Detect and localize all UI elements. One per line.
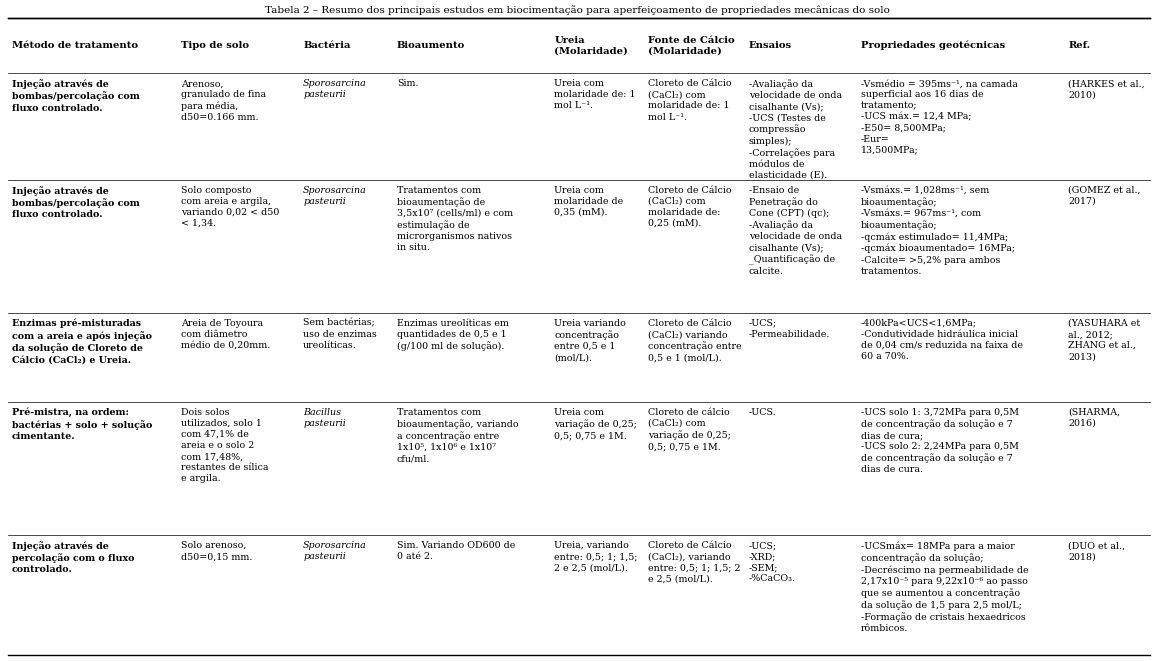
- Text: -UCS solo 1: 3,72MPa para 0,5M
de concentração da solução e 7
dias de cura;
-UCS: -UCS solo 1: 3,72MPa para 0,5M de concen…: [861, 408, 1019, 475]
- Text: Método de tratamento: Método de tratamento: [12, 41, 138, 50]
- Text: Tratamentos com
bioaumentação, variando
a concentração entre
1x10⁵, 1x10⁶ e 1x10: Tratamentos com bioaumentação, variando …: [397, 408, 518, 463]
- Text: Cloreto de Cálcio
(CaCl₂), variando
entre: 0,5; 1; 1,5; 2
e 2,5 (mol/L).: Cloreto de Cálcio (CaCl₂), variando entr…: [649, 541, 741, 584]
- Text: Areia de Toyoura
com diâmetro
médio de 0,20mm.: Areia de Toyoura com diâmetro médio de 0…: [181, 319, 270, 350]
- Text: Ureia com
variação de 0,25;
0,5; 0,75 e 1M.: Ureia com variação de 0,25; 0,5; 0,75 e …: [554, 408, 637, 440]
- Text: Bioaumento: Bioaumento: [397, 41, 465, 50]
- Text: Cloreto de Cálcio
(CaCl₂) com
molaridade de: 1
mol L⁻¹.: Cloreto de Cálcio (CaCl₂) com molaridade…: [649, 79, 732, 122]
- Text: -Avaliação da
velocidade de onda
cisalhante (Vs);
-UCS (Testes de
compressão
sim: -Avaliação da velocidade de onda cisalha…: [749, 79, 841, 180]
- Text: (SHARMA,
2016): (SHARMA, 2016): [1069, 408, 1121, 428]
- Text: -Vsmédio = 395ms⁻¹, na camada
superficial aos 16 dias de
tratamento;
-UCS máx.= : -Vsmédio = 395ms⁻¹, na camada superficia…: [861, 79, 1018, 155]
- Text: Propriedades geotécnicas: Propriedades geotécnicas: [861, 41, 1005, 50]
- Text: Cloreto de Cálcio
(CaCl₂) com
molaridade de:
0,25 (mM).: Cloreto de Cálcio (CaCl₂) com molaridade…: [649, 186, 732, 228]
- Text: Tabela 2 – Resumo dos principais estudos em biocimentação para aperfeiçoamento d: Tabela 2 – Resumo dos principais estudos…: [264, 5, 890, 15]
- Text: -UCSmáx= 18MPa para a maior
concentração da solução;
-Decréscimo na permeabilida: -UCSmáx= 18MPa para a maior concentração…: [861, 541, 1028, 633]
- Text: -UCS;
-Permeabilidade.: -UCS; -Permeabilidade.: [749, 319, 830, 339]
- Text: Cloreto de cálcio
(CaCl₂) com
variação de 0,25;
0,5; 0,75 e 1M.: Cloreto de cálcio (CaCl₂) com variação d…: [649, 408, 730, 451]
- Text: Fonte de Cálcio
(Molaridade): Fonte de Cálcio (Molaridade): [649, 36, 735, 56]
- Text: Ureia variando
concentração
entre 0,5 e 1
(mol/L).: Ureia variando concentração entre 0,5 e …: [554, 319, 627, 362]
- Text: Sem bactérias;
uso de enzimas
ureolíticas.: Sem bactérias; uso de enzimas ureolítica…: [304, 319, 377, 350]
- Text: Injeção através de
bombas/percolação com
fluxo controlado.: Injeção através de bombas/percolação com…: [12, 79, 140, 112]
- Text: Ensaios: Ensaios: [749, 41, 792, 50]
- Text: Sim.: Sim.: [397, 79, 419, 88]
- Text: Sim. Variando OD600 de
0 até 2.: Sim. Variando OD600 de 0 até 2.: [397, 541, 515, 561]
- Text: (YASUHARA et
al., 2012;
ZHANG et al.,
2013): (YASUHARA et al., 2012; ZHANG et al., 20…: [1069, 319, 1140, 361]
- Text: Pré-mistra, na ordem:
bactérias + solo + solução
cimentante.: Pré-mistra, na ordem: bactérias + solo +…: [12, 408, 152, 441]
- Text: (GOMEZ et al.,
2017): (GOMEZ et al., 2017): [1069, 186, 1141, 206]
- Text: -400kPa<UCS<1,6MPa;
-Condutividade hidráulica inicial
de 0,04 cm/s reduzida na f: -400kPa<UCS<1,6MPa; -Condutividade hidrá…: [861, 319, 1022, 361]
- Text: Bacillus
pasteurii: Bacillus pasteurii: [304, 408, 346, 428]
- Text: (HARKES et al.,
2010): (HARKES et al., 2010): [1069, 79, 1145, 99]
- Text: Arenoso,
granulado de fina
para média,
d50=0.166 mm.: Arenoso, granulado de fina para média, d…: [181, 79, 267, 122]
- Text: Enzimas pré-misturadas
com a areia e após injeção
da solução de Cloreto de
Cálci: Enzimas pré-misturadas com a areia e apó…: [12, 319, 152, 364]
- Text: -UCS;
-XRD;
-SEM;
-%CaCO₃.: -UCS; -XRD; -SEM; -%CaCO₃.: [749, 541, 795, 584]
- Text: -Vsmáxs.= 1,028ms⁻¹, sem
bioaumentação;
-Vsmáxs.= 967ms⁻¹, com
bioaumentação;
-q: -Vsmáxs.= 1,028ms⁻¹, sem bioaumentação; …: [861, 186, 1014, 276]
- Text: Ureia
(Molaridade): Ureia (Molaridade): [554, 36, 628, 56]
- Text: Ureia com
molaridade de
0,35 (mM).: Ureia com molaridade de 0,35 (mM).: [554, 186, 623, 217]
- Text: Solo arenoso,
d50=0,15 mm.: Solo arenoso, d50=0,15 mm.: [181, 541, 253, 561]
- Text: Sporosarcina
pasteurii: Sporosarcina pasteurii: [304, 79, 367, 99]
- Text: Ref.: Ref.: [1069, 41, 1091, 50]
- Text: Ureia, variando
entre: 0,5; 1; 1,5;
2 e 2,5 (mol/L).: Ureia, variando entre: 0,5; 1; 1,5; 2 e …: [554, 541, 638, 572]
- Text: Tratamentos com
bioaumentação de
3,5x10⁷ (cells/ml) e com
estimulação de
microrg: Tratamentos com bioaumentação de 3,5x10⁷…: [397, 186, 514, 252]
- Text: Solo composto
com areia e argila,
variando 0,02 < d50
< 1,34.: Solo composto com areia e argila, varian…: [181, 186, 279, 228]
- Text: Sporosarcina
pasteurii: Sporosarcina pasteurii: [304, 541, 367, 561]
- Text: Injeção através de
bombas/percolação com
fluxo controlado.: Injeção através de bombas/percolação com…: [12, 186, 140, 219]
- Text: Tipo de solo: Tipo de solo: [181, 41, 249, 50]
- Text: Injeção através de
percolação com o fluxo
controlado.: Injeção através de percolação com o flux…: [12, 541, 135, 574]
- Text: Sporosarcina
pasteurii: Sporosarcina pasteurii: [304, 186, 367, 206]
- Text: Ureia com
molaridade de: 1
mol L⁻¹.: Ureia com molaridade de: 1 mol L⁻¹.: [554, 79, 636, 110]
- Text: -UCS.: -UCS.: [749, 408, 777, 417]
- Text: -Ensaio de
Penetração do
Cone (CPT) (qc);
-Avaliação da
velocidade de onda
cisal: -Ensaio de Penetração do Cone (CPT) (qc)…: [749, 186, 841, 276]
- Text: Dois solos
utilizados, solo 1
com 47,1% de
areia e o solo 2
com 17,48%,
restante: Dois solos utilizados, solo 1 com 47,1% …: [181, 408, 269, 483]
- Text: Bactéria: Bactéria: [304, 41, 351, 50]
- Text: Cloreto de Cálcio
(CaCl₂) variando
concentração entre
0,5 e 1 (mol/L).: Cloreto de Cálcio (CaCl₂) variando conce…: [649, 319, 742, 362]
- Text: (DUO et al.,
2018): (DUO et al., 2018): [1069, 541, 1125, 561]
- Text: Enzimas ureolíticas em
quantidades de 0,5 e 1
(g/100 ml de solução).: Enzimas ureolíticas em quantidades de 0,…: [397, 319, 509, 351]
